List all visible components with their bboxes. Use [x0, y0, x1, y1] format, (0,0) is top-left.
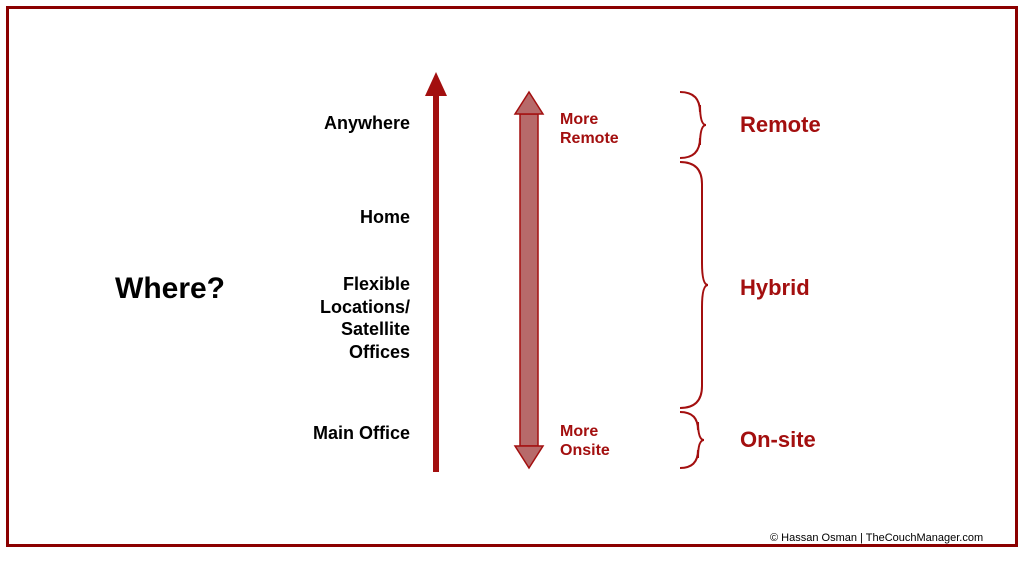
location-label: Home: [290, 206, 410, 229]
spectrum-label: More Onsite: [560, 422, 650, 460]
location-label: Anywhere: [290, 112, 410, 135]
category-label: Remote: [740, 112, 821, 138]
spectrum-label: More Remote: [560, 110, 650, 148]
attribution-text: © Hassan Osman | TheCouchManager.com: [770, 532, 983, 544]
location-label: Flexible Locations/ Satellite Offices: [290, 273, 410, 363]
category-label: On-site: [740, 427, 816, 453]
heading-where: Where?: [115, 272, 225, 306]
location-label: Main Office: [290, 422, 410, 445]
category-label: Hybrid: [740, 275, 810, 301]
